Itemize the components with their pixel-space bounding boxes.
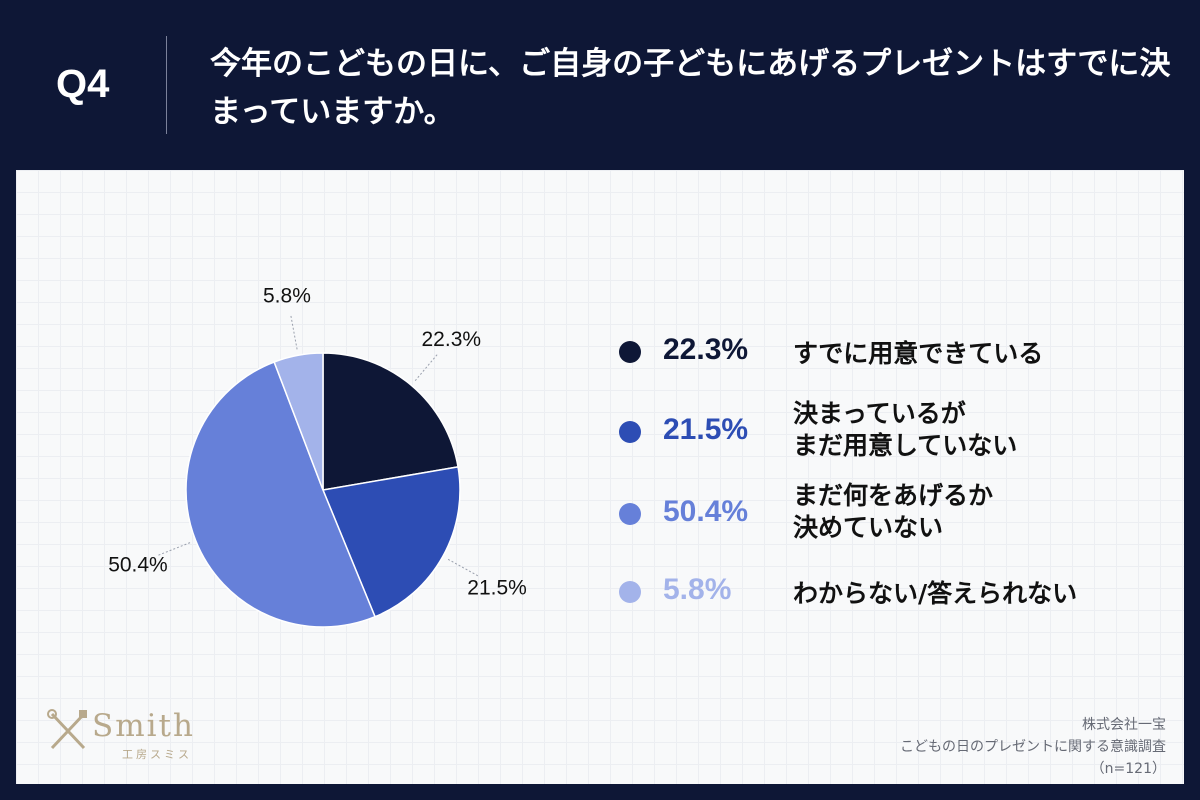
survey-name: こどもの日のプレゼントに関する意識調査	[900, 739, 1166, 755]
pie-chart: 22.3% 21.5% 50.4% 5.8%	[108, 284, 527, 628]
legend-swatch	[619, 503, 641, 525]
survey-credit: 株式会社一宝 こどもの日のプレゼントに関する意識調査 （n=121）	[900, 714, 1166, 780]
logo-subtext: 工房スミス	[122, 748, 192, 761]
pie-slice	[322, 352, 459, 491]
logo-wordmark: Smith	[92, 708, 195, 744]
legend-value: 5.8%	[663, 573, 732, 606]
pie-slice	[321, 466, 461, 618]
pie-slice	[273, 352, 324, 491]
legend-label: すでに用意できている	[793, 339, 1044, 368]
slice-data-label: 22.3%	[422, 328, 482, 351]
leader-line	[447, 558, 480, 578]
company-name: 株式会社一宝	[1082, 717, 1166, 733]
legend-item: 21.5% 決まっているが まだ用意していない	[619, 399, 1159, 464]
header-divider	[166, 36, 167, 134]
legend-value: 21.5%	[663, 413, 749, 446]
legend-value: 50.4%	[663, 495, 749, 528]
header: Q4 今年のこどもの日に、ご自身の子どもにあげるプレゼントはすでに決まっています…	[0, 0, 1200, 170]
legend-swatch	[619, 341, 641, 363]
slice-data-label: 21.5%	[467, 576, 527, 599]
legend-label: まだ何をあげるか 決めていない	[793, 481, 994, 542]
slice-data-label: 5.8%	[263, 284, 311, 307]
slice-data-label: 50.4%	[108, 553, 168, 576]
legend-swatch	[619, 581, 641, 603]
legend-label: 決まっているが まだ用意していない	[793, 399, 1018, 460]
question-number: Q4	[56, 62, 110, 106]
legend-item: 5.8% わからない/答えられない	[619, 564, 1159, 624]
legend-item: 22.3% すでに用意できている	[619, 324, 1159, 384]
leader-line	[290, 313, 298, 350]
legend-value: 22.3%	[663, 333, 749, 366]
legend-swatch	[619, 421, 641, 443]
chart-panel: 22.3% 21.5% 50.4% 5.8% 22.3% すでに用意できている 21.…	[16, 170, 1184, 784]
leader-line	[414, 352, 439, 382]
legend-label: わからない/答えられない	[793, 579, 1078, 608]
crossed-tools-icon	[47, 709, 87, 750]
legend-item: 50.4% まだ何をあげるか 決めていない	[619, 481, 1159, 546]
question-text: 今年のこどもの日に、ご自身の子どもにあげるプレゼントはすでに決まっていますか。	[210, 46, 1171, 130]
pie-slice	[185, 361, 377, 628]
sample-size: （n=121）	[1090, 761, 1166, 777]
